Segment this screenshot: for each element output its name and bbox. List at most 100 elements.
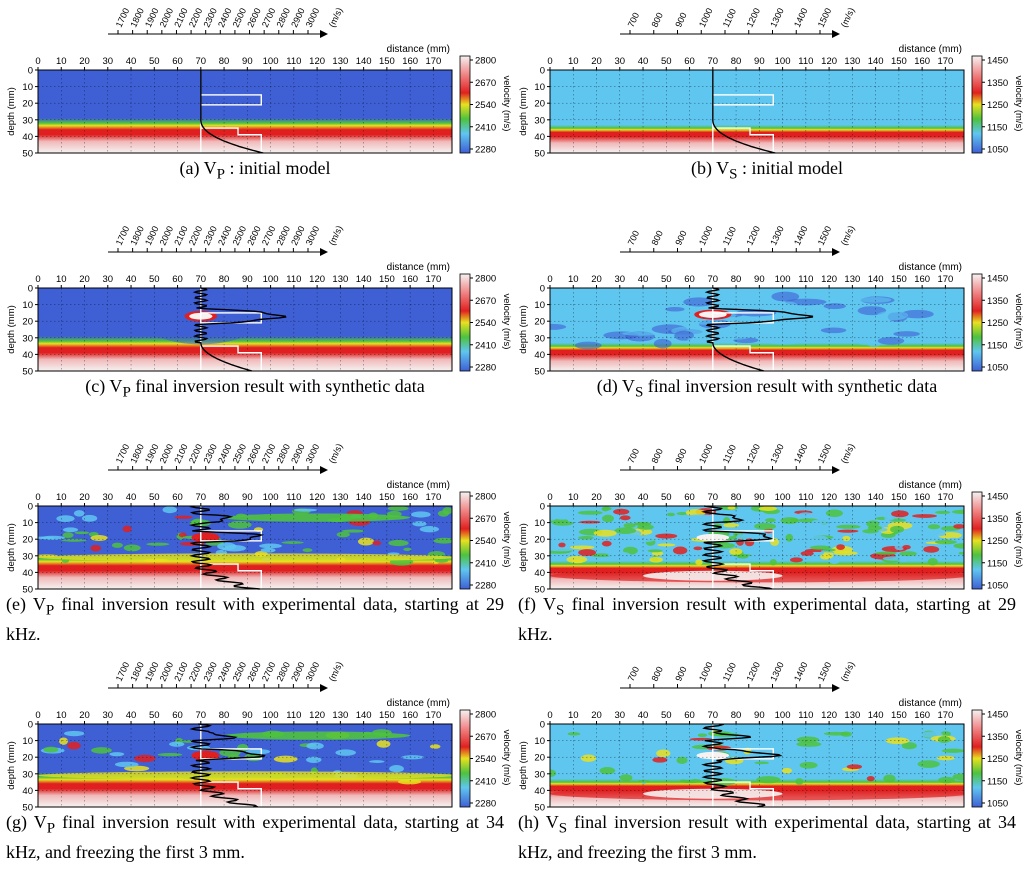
distance-tick-label: 10 — [56, 56, 67, 67]
velocity-profile — [704, 287, 814, 372]
texture — [866, 520, 880, 528]
texture — [619, 515, 631, 521]
profile-unit-label: (m/s) — [327, 6, 345, 29]
plot-frame — [549, 723, 965, 808]
texture — [940, 731, 951, 737]
texture — [902, 544, 911, 550]
distance-tick-label: 40 — [638, 492, 649, 503]
distance-tick-label: 130 — [332, 492, 348, 503]
distance-tick-label: 100 — [775, 492, 791, 503]
distance-tick-label: 30 — [614, 56, 625, 67]
texture — [81, 514, 98, 522]
texture — [796, 741, 822, 747]
colorbar-label: velocity (m/s) — [501, 512, 512, 568]
colorbar-tick-label: 1450 — [987, 492, 1008, 503]
profile-unit-label: (m/s) — [327, 224, 345, 247]
texture — [336, 531, 350, 538]
texture — [656, 749, 671, 758]
texture — [858, 297, 892, 303]
velocity-field — [550, 724, 964, 807]
caption-b: (b) VS : initial model — [690, 158, 843, 183]
profile-tick-label: 3000 — [304, 442, 322, 464]
heatmap-e: 1700180019002000210022002300240025002600… — [6, 442, 512, 595]
profile-unit-label: (m/s) — [839, 6, 857, 29]
profile-tick-label: 900 — [673, 229, 688, 247]
texture — [877, 336, 905, 345]
texture — [867, 525, 883, 531]
depth-tick-label: 20 — [22, 99, 33, 110]
depth-axis-label: depth (mm) — [518, 87, 529, 136]
texture — [695, 559, 703, 566]
heatmap-h: 700 800 900 1000 1100 1200 1300 1400 1500 (m/s)di… — [518, 660, 1024, 813]
colorbar-tick-label: 2800 — [475, 710, 496, 721]
texture — [566, 555, 588, 564]
distance-tick-label: 50 — [149, 492, 160, 503]
distance-tick-label: 170 — [937, 710, 953, 721]
distance-tick-label: 150 — [891, 492, 907, 503]
texture — [756, 776, 781, 784]
depth-tick-label: 20 — [22, 535, 33, 546]
profile-tick-label: 900 — [673, 11, 688, 29]
texture — [260, 547, 276, 553]
distance-axis-label: distance (mm) — [899, 262, 962, 273]
caption-f: (f) VS final inversion result with exper… — [518, 594, 1017, 644]
distance-tick-label: 140 — [868, 492, 884, 503]
texture — [789, 517, 799, 523]
profile-tick-label: 1200 — [744, 6, 762, 28]
profile-tick-label: 1200 — [744, 660, 762, 682]
texture — [111, 542, 123, 548]
distance-tick-label: 90 — [754, 492, 765, 503]
texture — [818, 506, 827, 512]
colorbar-tick-label: 2540 — [475, 536, 496, 547]
distance-tick-label: 130 — [844, 274, 860, 285]
colorbar-tick-label: 1150 — [987, 340, 1007, 351]
texture — [122, 525, 132, 533]
distance-tick-label: 0 — [35, 710, 40, 721]
texture — [335, 749, 356, 756]
texture — [927, 557, 938, 566]
layer-anomaly — [224, 513, 411, 522]
colorbar-tick-label: 1350 — [987, 78, 1008, 89]
panel-a: 1700 1800 1900 2000 2100 2200 2300 2400 2500 2600… — [0, 0, 512, 218]
depth-tick-label: 10 — [534, 82, 545, 93]
colorbar-tick-label: 1350 — [987, 514, 1008, 525]
distance-tick-label: 170 — [425, 56, 441, 67]
distance-tick-label: 0 — [35, 492, 40, 503]
depth-tick-label: 0 — [540, 66, 545, 77]
profile-tick-label: 1400 — [792, 442, 810, 464]
profile-unit-label: (m/s) — [327, 442, 345, 465]
texture — [114, 761, 139, 768]
depth-tick-label: 10 — [22, 518, 33, 529]
profile-tick-label: 1100 — [721, 7, 738, 29]
depth-tick-label: 30 — [534, 551, 545, 562]
colorbar-tick-label: 2540 — [475, 318, 496, 329]
grid — [549, 724, 964, 807]
layer-anomaly — [224, 731, 411, 740]
colorbar-label: velocity (m/s) — [1013, 730, 1024, 786]
panel-b: 700 800 900 1000 1100 1200 1300 1400 1500 (m/s) di… — [512, 0, 1024, 218]
background-layers — [38, 70, 452, 153]
velocity-field — [38, 288, 452, 371]
profile-axis: 700 800 900 1000 1100 1200 1300 1400 1500 (m/s) — [620, 6, 856, 38]
distance-tick-label: 130 — [332, 56, 348, 67]
texture — [894, 543, 905, 551]
distance-tick-label: 70 — [196, 274, 207, 285]
texture — [937, 736, 951, 744]
distance-tick-label: 90 — [242, 56, 253, 67]
distance-tick-label: 120 — [309, 274, 325, 285]
distance-tick-label: 110 — [798, 492, 813, 503]
profile-unit-label: (m/s) — [839, 224, 857, 247]
profile-tick-label: 1000 — [697, 224, 715, 246]
texture — [578, 535, 594, 540]
texture — [550, 769, 557, 777]
depth-tick-label: 20 — [534, 317, 545, 328]
texture — [174, 515, 193, 519]
texture — [273, 755, 298, 763]
texture — [554, 515, 570, 520]
texture — [593, 529, 617, 537]
distance-tick-label: 140 — [868, 274, 884, 285]
texture — [558, 542, 566, 548]
profile-tick-label: 3000 — [304, 660, 322, 682]
distance-tick-label: 50 — [661, 274, 672, 285]
texture — [411, 511, 431, 518]
